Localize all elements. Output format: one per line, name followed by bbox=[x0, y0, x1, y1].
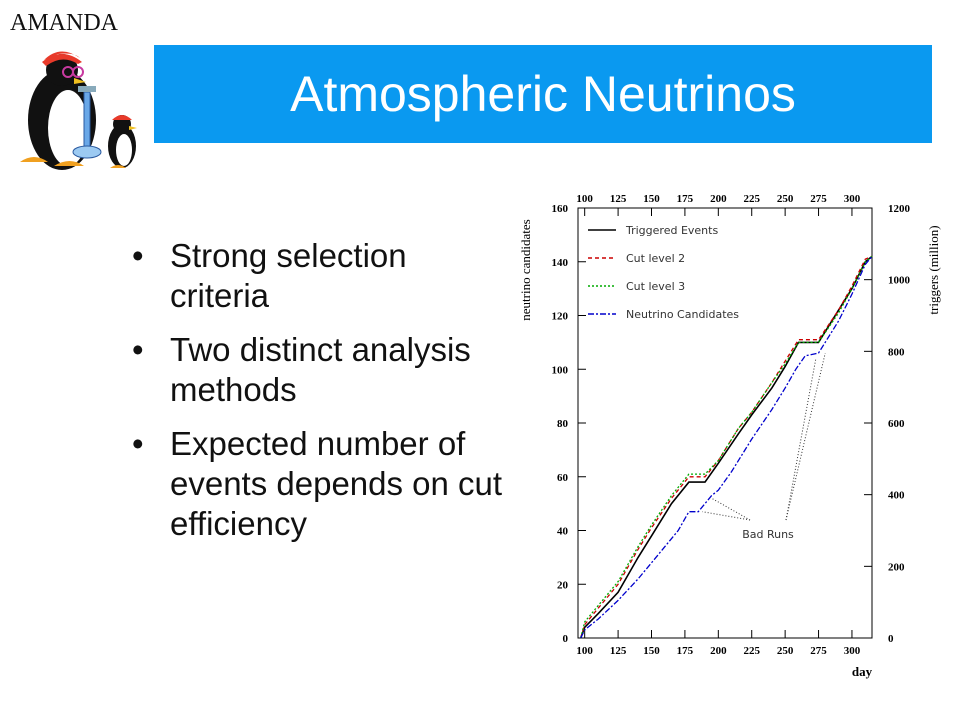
x-tick-label: 225 bbox=[743, 645, 760, 657]
legend-label: Cut level 3 bbox=[626, 280, 685, 293]
x-tick-label: 150 bbox=[643, 193, 660, 205]
bullet-list: Strong selection criteria Two distinct a… bbox=[130, 236, 510, 558]
y-left-tick-label: 160 bbox=[552, 203, 569, 215]
x-tick-label: 250 bbox=[777, 193, 794, 205]
brand-label: AMANDA bbox=[10, 10, 118, 36]
annotation-arrow bbox=[702, 511, 751, 521]
penguin-scientist-icon bbox=[20, 51, 137, 170]
y-left-tick-label: 20 bbox=[557, 579, 569, 591]
x-tick-label: 275 bbox=[810, 193, 827, 205]
x-tick-label: 250 bbox=[777, 645, 794, 657]
y-left-tick-label: 60 bbox=[557, 472, 569, 484]
y-left-tick-label: 0 bbox=[563, 633, 569, 645]
x-tick-label: 300 bbox=[844, 645, 861, 657]
y-left-tick-label: 80 bbox=[557, 418, 569, 430]
neutrino-chart: 100 100 125 125 150 150 175 175 200 200 225 225 250 2… bbox=[510, 180, 950, 690]
x-tick-label: 150 bbox=[643, 645, 660, 657]
y-right-tick-label: 0 bbox=[888, 633, 894, 645]
y-right-tick-label: 400 bbox=[888, 490, 905, 502]
y-right-tick-label: 200 bbox=[888, 561, 905, 573]
x-tick-label: 100 bbox=[576, 193, 593, 205]
x-tick-label: 225 bbox=[743, 193, 760, 205]
legend-label: Triggered Events bbox=[625, 224, 718, 237]
x-tick-label: 275 bbox=[810, 645, 827, 657]
series-line-0 bbox=[579, 255, 873, 639]
y-right-tick-label: 800 bbox=[888, 346, 905, 358]
annotation-label: Bad Runs bbox=[742, 528, 794, 541]
annotation-arrow bbox=[785, 358, 817, 521]
slide-title: Atmospheric Neutrinos bbox=[290, 66, 796, 122]
x-tick-label: 200 bbox=[710, 193, 727, 205]
x-tick-label: 175 bbox=[677, 645, 694, 657]
x-axis-label: day bbox=[852, 664, 873, 679]
chart-svg: 1001001251251501501751752002002252252502… bbox=[518, 193, 941, 679]
y-right-tick-label: 1000 bbox=[888, 275, 911, 287]
y-left-axis-label: neutrino candidates bbox=[518, 219, 533, 320]
series-line-3 bbox=[580, 255, 873, 639]
x-tick-label: 125 bbox=[610, 645, 627, 657]
y-right-tick-label: 600 bbox=[888, 418, 905, 430]
series-line-1 bbox=[580, 255, 873, 639]
x-tick-label: 125 bbox=[610, 193, 627, 205]
y-left-tick-label: 140 bbox=[552, 257, 569, 269]
bullet-item: Strong selection criteria bbox=[130, 236, 510, 316]
x-tick-label: 300 bbox=[844, 193, 861, 205]
legend-label: Cut level 2 bbox=[626, 252, 685, 265]
y-right-axis-label: triggers (million) bbox=[926, 225, 941, 314]
y-left-tick-label: 100 bbox=[552, 364, 569, 376]
bullet-item: Expected number of events depends on cut… bbox=[130, 424, 510, 544]
x-tick-label: 100 bbox=[576, 645, 593, 657]
x-tick-label: 200 bbox=[710, 645, 727, 657]
legend-label: Neutrino Candidates bbox=[626, 308, 739, 321]
title-banner: Atmospheric Neutrinos bbox=[154, 45, 932, 143]
y-left-tick-label: 120 bbox=[552, 311, 569, 323]
annotation-arrow bbox=[785, 353, 826, 521]
series-line-2 bbox=[580, 255, 873, 639]
bullet-item: Two distinct analysis methods bbox=[130, 330, 510, 410]
y-right-tick-label: 1200 bbox=[888, 203, 911, 215]
annotation-arrow bbox=[711, 497, 751, 521]
y-left-tick-label: 40 bbox=[557, 526, 569, 538]
x-tick-label: 175 bbox=[677, 193, 694, 205]
